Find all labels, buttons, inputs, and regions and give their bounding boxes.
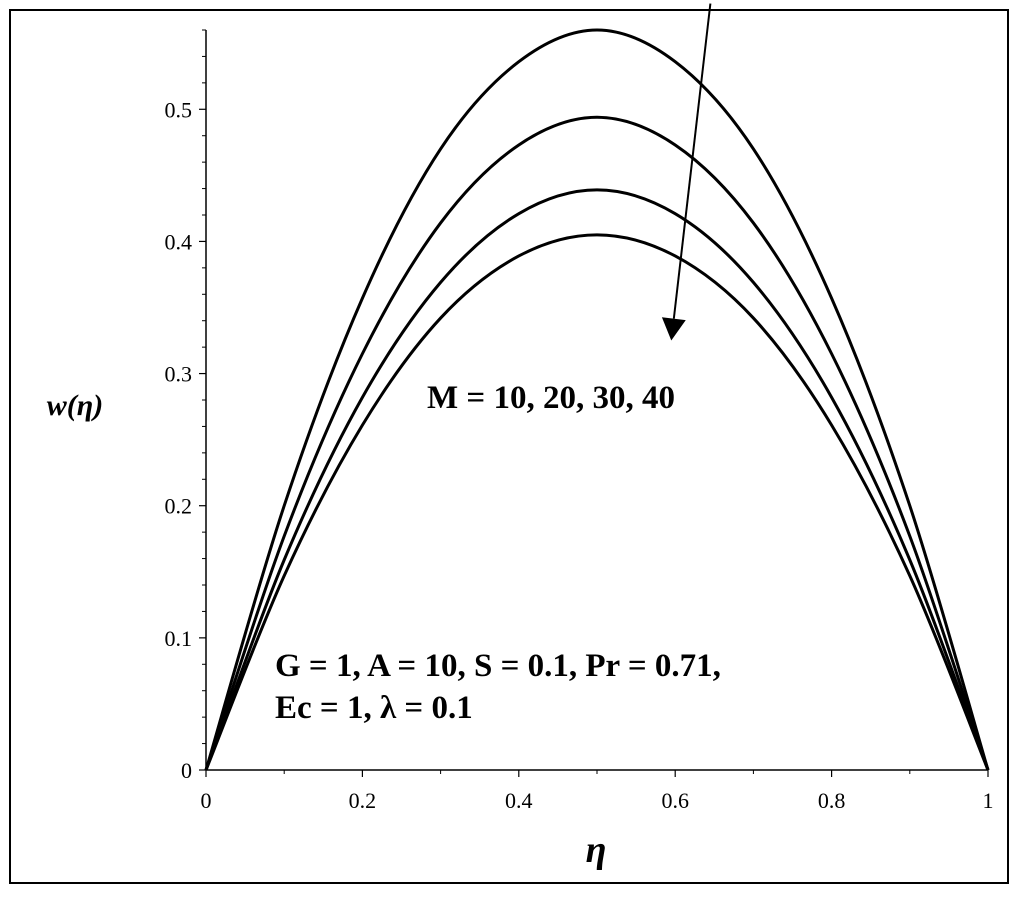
figure-frame [9,9,1009,884]
trend-arrow-head [661,317,686,341]
trend-annotation: M = 10, 20, 30, 40 [427,380,675,416]
series-line-4 [204,233,990,771]
y-axis-title: w(η) [47,389,103,422]
trend-arrow-shaft [672,3,712,319]
series-line-2 [204,115,990,771]
params-annotation-line1: G = 1, A = 10, S = 0.1, Pr = 0.71, [275,648,721,684]
y-tick-label: 0.4 [165,229,193,254]
series-line-3 [204,188,990,771]
y-tick-label: 0.3 [165,362,193,387]
y-tick-label: 0 [181,758,192,783]
series-line-1 [204,28,990,771]
x-axis-title: η [586,829,607,871]
y-tick-label: 0.5 [165,97,193,122]
y-tick-label: 0.2 [165,494,193,519]
x-tick-label: 1 [983,788,994,813]
axis-ticks: 0 0.2 0.4 0.6 0.8 1 0 0.1 0.2 0.3 0.4 0.5 [165,29,994,813]
x-tick-label: 0.8 [818,788,846,813]
params-annotation-line2: Ec = 1, λ = 0.1 [275,690,473,726]
y-tick-label: 0.1 [165,626,193,651]
x-tick-label: 0.6 [661,788,689,813]
x-tick-label: 0 [201,788,212,813]
x-tick-label: 0.4 [505,788,533,813]
x-tick-label: 0.2 [349,788,377,813]
series-layer [204,28,990,771]
